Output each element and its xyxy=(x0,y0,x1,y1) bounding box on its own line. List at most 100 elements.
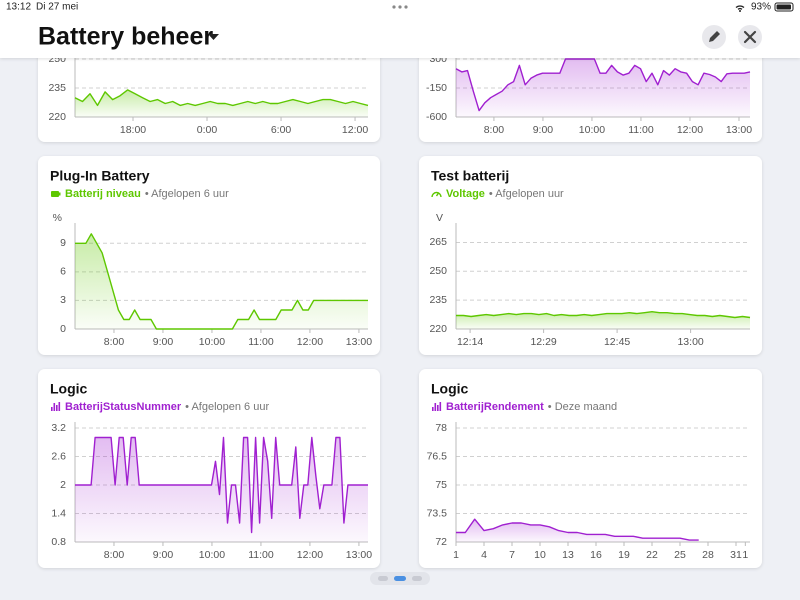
area-fill xyxy=(456,519,699,542)
x-tick-label: 10 xyxy=(534,549,546,561)
x-tick-label: 12:14 xyxy=(457,336,483,348)
y-tick-label: 3 xyxy=(60,294,66,306)
y-tick-label: 235 xyxy=(429,294,447,306)
x-tick-label: 7 xyxy=(509,549,515,561)
page-dot-active[interactable] xyxy=(394,576,406,581)
period: • Deze maand xyxy=(548,401,617,413)
card: Test batterij Voltage • Afgelopen uur V 220 2… xyxy=(419,156,762,355)
y-tick-label: 9 xyxy=(60,237,66,249)
x-tick-label: 13:00 xyxy=(346,336,372,348)
battery-tip xyxy=(59,192,61,196)
y-tick-label: 1.4 xyxy=(51,507,66,519)
y-tick-label: 220 xyxy=(48,111,66,123)
y-tick-label: 2.6 xyxy=(51,450,66,462)
y-tick-label: 73.5 xyxy=(427,507,448,519)
y-tick-label: 235 xyxy=(48,82,66,94)
y-unit: V xyxy=(436,212,443,224)
y-tick-label: 0 xyxy=(60,323,66,335)
entity-name[interactable]: BatterijRendement xyxy=(446,401,544,413)
x-tick-label: 13:00 xyxy=(346,549,372,561)
y-tick-label: 78 xyxy=(435,422,447,434)
x-tick-label: 1 xyxy=(742,549,748,561)
entity-name[interactable]: Voltage xyxy=(446,188,485,200)
card-bg xyxy=(419,369,762,568)
status-date: Di 27 mei xyxy=(36,2,78,13)
wifi-dot xyxy=(739,10,741,12)
y-tick-label: -600 xyxy=(426,111,447,123)
x-tick-label: 9:00 xyxy=(533,124,554,136)
area-fill xyxy=(75,89,368,117)
gauge-icon xyxy=(431,191,442,198)
header-bar xyxy=(0,0,800,58)
x-tick-label: 8:00 xyxy=(484,124,505,136)
area-fill xyxy=(456,59,750,117)
x-tick-label: 1 xyxy=(453,549,459,561)
chart-icon-bar xyxy=(437,405,439,411)
x-tick-label: 12:00 xyxy=(677,124,703,136)
title-dropdown[interactable] xyxy=(208,34,219,40)
page-dot[interactable] xyxy=(378,576,388,581)
x-tick-label: 8:00 xyxy=(104,336,125,348)
card: Logic BatterijStatusNummer • Afgelopen 6 u… xyxy=(38,369,380,568)
x-tick-label: 0:00 xyxy=(197,124,218,136)
y-tick-label: 75 xyxy=(435,479,447,491)
y-tick-label: 2 xyxy=(60,479,66,491)
x-tick-label: 6:00 xyxy=(271,124,292,136)
x-tick-label: 10:00 xyxy=(199,336,225,348)
wifi-icon xyxy=(735,5,745,10)
x-tick-label: 12:00 xyxy=(297,336,323,348)
card-subtitle: BatterijStatusNummer • Afgelopen 6 uur xyxy=(65,401,269,413)
data-line xyxy=(74,89,369,107)
status-battery: 93% xyxy=(751,2,771,13)
data-line xyxy=(75,436,368,534)
x-tick-label: 12:00 xyxy=(297,549,323,561)
y-tick-label: 6 xyxy=(60,266,66,278)
card: Plug-In Battery Batterij niveau • Afgelope… xyxy=(38,156,380,355)
period: • Afgelopen uur xyxy=(489,188,564,200)
area-fill xyxy=(456,311,750,329)
data-line xyxy=(455,58,751,112)
x-tick-label: 19 xyxy=(618,549,630,561)
y-tick-label: 3.2 xyxy=(51,422,66,434)
y-tick-label: 250 xyxy=(429,265,447,277)
y-tick-label: 0.8 xyxy=(51,536,66,548)
x-tick-label: 18:00 xyxy=(120,124,146,136)
card: Logic BatterijRendement • Deze maand 72 73.5… xyxy=(419,369,762,568)
card-title: Test batterij xyxy=(431,168,509,184)
card-subtitle: Voltage • Afgelopen uur xyxy=(446,188,564,200)
x-tick-label: 28 xyxy=(702,549,714,561)
x-tick-label: 13:00 xyxy=(677,336,703,348)
card-bg xyxy=(419,156,762,355)
y-unit: % xyxy=(53,212,62,224)
data-line xyxy=(456,311,751,319)
x-tick-label: 10:00 xyxy=(199,549,225,561)
close-icon xyxy=(743,30,757,44)
x-tick-label: 10:00 xyxy=(579,124,605,136)
period: • Afgelopen 6 uur xyxy=(185,401,269,413)
page-dot[interactable] xyxy=(412,576,422,581)
data-line xyxy=(456,518,699,541)
x-tick-label: 13:00 xyxy=(726,124,752,136)
chart-icon-bar xyxy=(51,407,53,411)
y-tick-label: 220 xyxy=(429,323,447,335)
x-tick-label: 11:00 xyxy=(628,124,654,136)
battery-level xyxy=(776,4,791,10)
page-title[interactable]: Battery beheer xyxy=(38,23,213,51)
edit-icon xyxy=(709,31,720,42)
x-tick-label: 16 xyxy=(590,549,602,561)
entity-name[interactable]: Batterij niveau xyxy=(65,188,141,200)
chart-icon-bar xyxy=(439,402,442,411)
x-tick-label: 9:00 xyxy=(153,549,174,561)
entity-name[interactable]: BatterijStatusNummer xyxy=(65,401,182,413)
y-tick-label: -150 xyxy=(426,82,447,94)
card-title: Plug-In Battery xyxy=(50,168,150,184)
period: • Afgelopen 6 uur xyxy=(145,188,229,200)
x-tick-label: 13 xyxy=(562,549,574,561)
x-tick-label: 8:00 xyxy=(104,549,125,561)
x-tick-label: 12:29 xyxy=(530,336,556,348)
x-tick-label: 22 xyxy=(646,549,658,561)
x-tick-label: 11:00 xyxy=(248,549,274,561)
x-tick-label: 12:00 xyxy=(342,124,368,136)
